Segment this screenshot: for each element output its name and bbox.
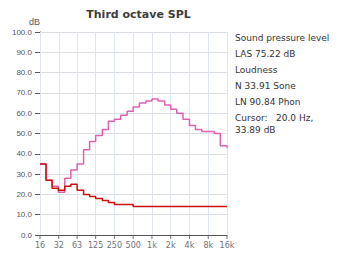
svg-text:33.89 dB: 33.89 dB: [235, 125, 276, 135]
svg-text:80.0: 80.0: [16, 68, 32, 77]
svg-text:50.0: 50.0: [16, 129, 32, 138]
svg-text:LAS 75.22 dB: LAS 75.22 dB: [235, 49, 295, 59]
svg-text:100.0: 100.0: [12, 28, 33, 37]
svg-text:63: 63: [72, 241, 82, 250]
svg-text:dB: dB: [29, 17, 40, 27]
svg-text:Loudness: Loudness: [235, 65, 278, 75]
svg-text:Third octave SPL: Third octave SPL: [86, 8, 190, 21]
svg-text:10.0: 10.0: [16, 210, 32, 219]
svg-text:30.0: 30.0: [16, 170, 32, 179]
svg-text:N 33.91 Sone: N 33.91 Sone: [235, 81, 296, 91]
svg-text:125: 125: [88, 241, 103, 250]
svg-text:90.0: 90.0: [16, 48, 32, 57]
svg-text:Cursor: 20.0 Hz,: Cursor: 20.0 Hz,: [235, 113, 316, 123]
svg-text:2k: 2k: [166, 241, 176, 250]
svg-text:8k: 8k: [203, 241, 213, 250]
svg-text:0.0: 0.0: [21, 231, 33, 240]
svg-text:4k: 4k: [185, 241, 195, 250]
svg-text:LN 90.84 Phon: LN 90.84 Phon: [235, 97, 301, 107]
svg-text:32: 32: [54, 241, 64, 250]
svg-text:Sound pressure level: Sound pressure level: [235, 33, 329, 43]
svg-text:500: 500: [126, 241, 141, 250]
svg-text:40.0: 40.0: [16, 149, 32, 158]
svg-text:16k: 16k: [220, 241, 235, 250]
svg-text:70.0: 70.0: [16, 88, 32, 97]
svg-text:20.0: 20.0: [16, 190, 32, 199]
svg-text:250: 250: [107, 241, 122, 250]
svg-text:1k: 1k: [147, 241, 157, 250]
svg-text:16: 16: [35, 241, 45, 250]
svg-text:60.0: 60.0: [16, 109, 32, 118]
